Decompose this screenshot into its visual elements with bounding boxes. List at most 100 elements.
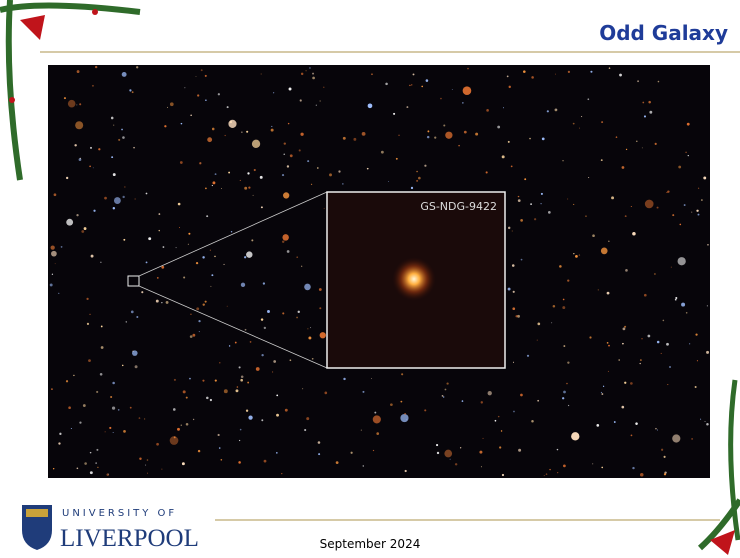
- star: [643, 293, 647, 297]
- star: [118, 138, 121, 141]
- star: [100, 346, 104, 349]
- star: [691, 438, 693, 440]
- star: [537, 322, 541, 326]
- star: [563, 345, 566, 348]
- star: [226, 305, 228, 307]
- star: [158, 213, 161, 215]
- star: [649, 110, 653, 114]
- star: [454, 463, 458, 466]
- star: [219, 362, 221, 364]
- star: [276, 413, 279, 417]
- star: [479, 450, 483, 454]
- star: [223, 389, 228, 394]
- star: [246, 130, 249, 133]
- star: [462, 102, 464, 104]
- star: [248, 415, 253, 420]
- star: [207, 137, 213, 143]
- star: [562, 159, 564, 162]
- star: [541, 137, 545, 141]
- star: [507, 287, 511, 291]
- star: [67, 99, 76, 108]
- star: [663, 455, 666, 458]
- star: [534, 218, 537, 221]
- star: [169, 436, 179, 445]
- star: [592, 463, 594, 465]
- star: [202, 256, 205, 259]
- star: [112, 207, 116, 210]
- star: [511, 230, 513, 232]
- star: [298, 149, 301, 152]
- star: [110, 116, 114, 120]
- star: [158, 229, 160, 232]
- star: [125, 321, 128, 323]
- star: [189, 335, 193, 338]
- star: [406, 106, 409, 109]
- star: [606, 291, 610, 295]
- star: [281, 240, 285, 244]
- star: [184, 87, 186, 89]
- star: [697, 187, 700, 189]
- star: [666, 342, 669, 346]
- star: [249, 341, 252, 343]
- star: [376, 432, 380, 435]
- star: [549, 468, 551, 471]
- star: [121, 128, 123, 131]
- star: [206, 215, 209, 218]
- star: [228, 119, 237, 128]
- star: [424, 164, 427, 167]
- star: [299, 99, 302, 102]
- star: [281, 174, 285, 177]
- star: [567, 279, 570, 282]
- star: [283, 142, 286, 145]
- star: [636, 140, 638, 142]
- star: [175, 247, 177, 249]
- star: [707, 244, 709, 246]
- star: [289, 154, 293, 158]
- star: [637, 80, 640, 83]
- star: [51, 250, 57, 257]
- star: [76, 70, 80, 73]
- star: [318, 288, 322, 291]
- star: [630, 382, 633, 385]
- star: [639, 362, 641, 365]
- star: [113, 124, 115, 126]
- star: [183, 276, 186, 279]
- star: [276, 394, 279, 397]
- star: [697, 213, 700, 216]
- star: [202, 379, 205, 382]
- star: [324, 391, 328, 395]
- star: [177, 427, 180, 431]
- star: [642, 101, 645, 104]
- star: [435, 443, 439, 447]
- star: [226, 106, 229, 109]
- star: [563, 390, 566, 394]
- star: [619, 73, 622, 77]
- star: [307, 328, 309, 330]
- star: [508, 85, 511, 89]
- star: [390, 403, 393, 407]
- star: [515, 315, 518, 318]
- star: [643, 115, 647, 118]
- star: [672, 214, 675, 217]
- star: [666, 191, 668, 193]
- star: [545, 473, 548, 475]
- star: [187, 243, 189, 245]
- star: [700, 199, 703, 201]
- star: [283, 192, 290, 199]
- star: [687, 154, 689, 157]
- star: [111, 156, 114, 159]
- star: [685, 312, 688, 314]
- star: [654, 142, 657, 145]
- star: [78, 158, 82, 161]
- star: [600, 159, 603, 162]
- star: [287, 122, 290, 125]
- star: [669, 366, 671, 368]
- star: [446, 382, 449, 385]
- star: [372, 449, 375, 452]
- star: [93, 209, 96, 212]
- star: [706, 305, 708, 307]
- star: [107, 473, 109, 475]
- star: [494, 419, 497, 422]
- star: [245, 409, 249, 412]
- star: [260, 318, 264, 321]
